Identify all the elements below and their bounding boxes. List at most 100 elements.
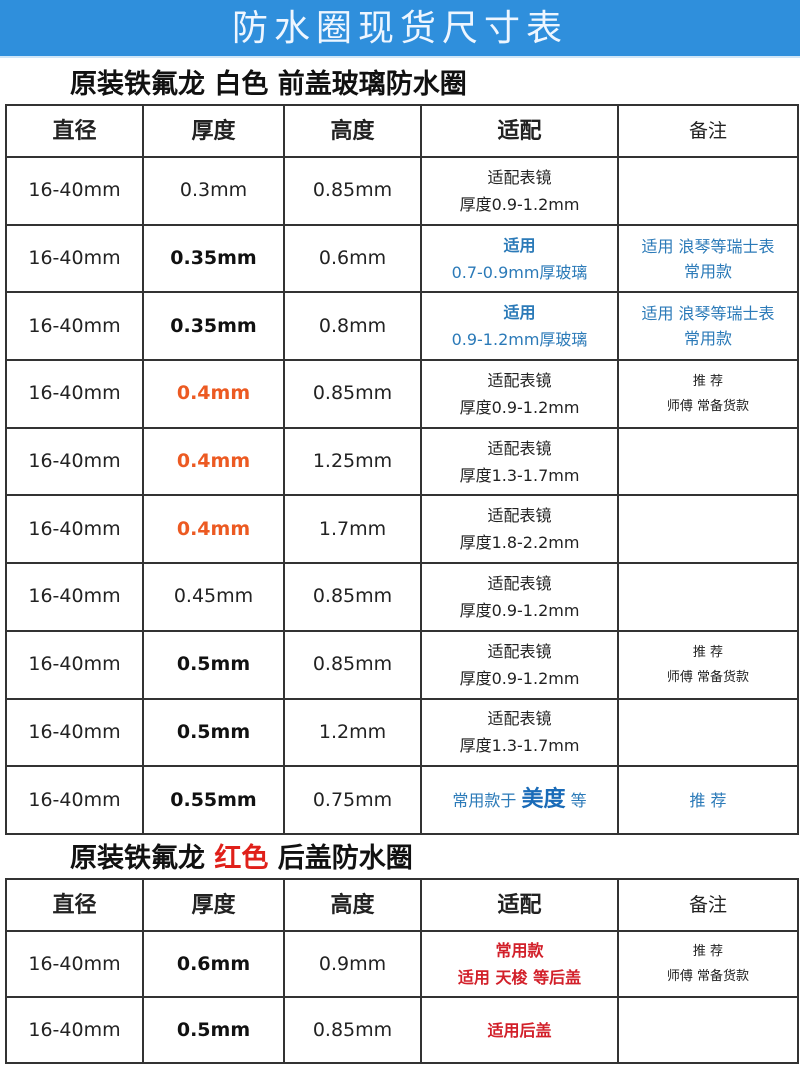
title-color: 红色 <box>214 843 269 874</box>
fit-cell: 适配表镜厚度0.9-1.2mm <box>420 629 619 700</box>
fit-line: 常用款 <box>495 941 544 960</box>
table-row: 16-40mm 0.35mm 0.6mm 适用 0.7-0.9mm厚玻璃 适用 浪琴等瑞士… <box>5 223 799 294</box>
thickness-cell: 0.4mm <box>142 494 285 565</box>
note-cell <box>617 697 799 768</box>
title-part: 原装铁氟龙 <box>70 843 215 874</box>
column-header: 适配 <box>420 878 619 932</box>
fit-cell: 常用款适用 天梭 等后盖 <box>420 930 619 998</box>
fit-line: 0.9-1.2mm厚玻璃 <box>451 330 588 350</box>
thickness-cell: 0.35mm <box>142 223 285 294</box>
fit-cell: 适用 0.7-0.9mm厚玻璃 <box>420 223 619 294</box>
diameter-cell: 16-40mm <box>5 291 144 362</box>
fit-line: 厚度1.3-1.7mm <box>459 736 580 756</box>
fit-cell: 常用款于 美度 等 <box>420 765 619 835</box>
fit-line: 适配表镜 <box>487 641 552 661</box>
fit-line: 厚度0.9-1.2mm <box>459 194 580 214</box>
fit-cell: 适配表镜 厚度1.3-1.7mm <box>420 697 619 768</box>
fit-line: 适用后盖 <box>487 1020 552 1040</box>
note-cell <box>617 562 799 632</box>
note-line: 推 荐 <box>692 373 724 389</box>
fit-line: 适用 <box>503 303 536 323</box>
note-line: 推 荐 <box>692 644 724 660</box>
fit-line: 厚度0.9-1.2mm <box>459 397 580 417</box>
note-cell <box>617 156 799 226</box>
fit-line: 适用 天梭 等后盖 <box>457 968 582 987</box>
height-cell: 1.7mm <box>283 494 422 565</box>
thickness-cell: 0.6mm <box>142 930 285 998</box>
note-cell: 适用 浪琴等瑞士表 常用款 <box>617 223 799 294</box>
table-row: 16-40mm 0.5mm 0.85mm 适用后盖 <box>5 996 799 1064</box>
table-row: 16-40mm 0.55mm 0.75mm 常用款于 美度 等推 荐 <box>5 765 799 835</box>
table-row: 16-40mm 0.5mm 1.2mm 适配表镜 厚度1.3-1.7mm <box>5 697 799 768</box>
header-row: 直径 厚度 高度 适配 备注 <box>5 104 799 158</box>
thickness-cell: 0.45mm <box>142 562 285 632</box>
fit-cell: 适用后盖 <box>420 996 619 1064</box>
fit-line: 适配表镜 <box>487 370 552 390</box>
fit-line: 厚度0.9-1.2mm <box>459 668 580 688</box>
fit-text: 常用款于 <box>452 791 522 811</box>
section1-table: 直径 厚度 高度 适配 备注 16-40mm 0.3mm 0.85mm 适配表镜 厚度0.9-1.… <box>5 104 799 835</box>
fit-line: 厚度1.3-1.7mm <box>459 465 580 485</box>
diameter-cell: 16-40mm <box>5 359 144 429</box>
section1-title: 原装铁氟龙 白色 前盖玻璃防水圈 <box>70 69 467 100</box>
diameter-cell: 16-40mm <box>5 156 144 226</box>
fit-line: 适配表镜 <box>487 506 552 526</box>
table-row: 16-40mm 0.5mm 0.85mm 适配表镜 厚度0.9-1.2mm 推 荐师傅 常… <box>5 629 799 700</box>
note-line: 推 荐 <box>689 790 727 810</box>
thickness-cell: 0.5mm <box>142 629 285 700</box>
height-cell: 0.85mm <box>283 562 422 632</box>
height-cell: 0.85mm <box>283 156 422 226</box>
fit-line: 厚度0.9-1.2mm <box>459 600 580 620</box>
fit-cell: 适配表镜厚度0.9-1.2mm <box>420 156 619 226</box>
note-line: 师傅 常备货款 <box>666 669 750 685</box>
page-banner: 防水圈现货尺寸表 <box>0 0 800 58</box>
column-header: 直径 <box>5 878 144 932</box>
fit-line: 适配表镜 <box>487 438 552 458</box>
diameter-cell: 16-40mm <box>5 629 144 700</box>
note-line: 适用 浪琴等瑞士表 <box>641 236 775 256</box>
note-line: 常用款 <box>683 261 732 281</box>
height-cell: 0.85mm <box>283 359 422 429</box>
column-header: 直径 <box>5 104 144 158</box>
note-cell: 推 荐师傅 常备货款 <box>617 629 799 700</box>
column-header: 高度 <box>283 878 422 932</box>
fit-line: 厚度1.8-2.2mm <box>459 533 580 553</box>
height-cell: 0.6mm <box>283 223 422 294</box>
table-row: 16-40mm 0.35mm 0.8mm 适用 0.9-1.2mm厚玻璃 适用 浪琴等瑞士… <box>5 291 799 362</box>
fit-line: 适配表镜 <box>487 167 552 187</box>
diameter-cell: 16-40mm <box>5 426 144 497</box>
thickness-cell: 0.3mm <box>142 156 285 226</box>
diameter-cell: 16-40mm <box>5 996 144 1064</box>
thickness-cell: 0.35mm <box>142 291 285 362</box>
fit-cell: 适用 0.9-1.2mm厚玻璃 <box>420 291 619 362</box>
fit-text: 等 <box>565 791 587 811</box>
note-line: 适用 浪琴等瑞士表 <box>641 304 775 324</box>
diameter-cell: 16-40mm <box>5 930 144 998</box>
note-line: 师傅 常备货款 <box>666 969 750 984</box>
fit-line: 适配表镜 <box>487 573 552 593</box>
height-cell: 0.9mm <box>283 930 422 998</box>
diameter-cell: 16-40mm <box>5 223 144 294</box>
note-cell: 推 荐师傅 常备货款 <box>617 930 799 998</box>
column-header: 高度 <box>283 104 422 158</box>
diameter-cell: 16-40mm <box>5 494 144 565</box>
thickness-cell: 0.55mm <box>142 765 285 835</box>
diameter-cell: 16-40mm <box>5 697 144 768</box>
column-header: 厚度 <box>142 104 285 158</box>
note-line: 常用款 <box>683 329 732 349</box>
fit-brand: 美度 <box>521 787 566 813</box>
thickness-cell: 0.5mm <box>142 697 285 768</box>
table-row: 16-40mm 0.4mm 0.85mm 适配表镜厚度0.9-1.2mm 推 荐师傅 常… <box>5 359 799 429</box>
title-part: 后盖防水圈 <box>268 843 413 874</box>
height-cell: 0.85mm <box>283 996 422 1064</box>
column-header: 适配 <box>420 104 619 158</box>
thickness-cell: 0.4mm <box>142 359 285 429</box>
table-row: 16-40mm 0.4mm 1.25mm 适配表镜 厚度1.3-1.7mm <box>5 426 799 497</box>
section2-title: 原装铁氟龙 红色 后盖防水圈 <box>70 836 413 875</box>
diameter-cell: 16-40mm <box>5 765 144 835</box>
table-row: 16-40mm 0.4mm 1.7mm 适配表镜厚度1.8-2.2mm <box>5 494 799 565</box>
note-cell: 推 荐师傅 常备货款 <box>617 359 799 429</box>
table-row: 16-40mm 0.6mm 0.9mm 常用款 适用 天梭 等后盖推 荐师傅 常备货款 <box>5 930 799 998</box>
fit-cell: 适配表镜厚度0.9-1.2mm <box>420 562 619 632</box>
fit-line: 适用 <box>503 235 536 255</box>
